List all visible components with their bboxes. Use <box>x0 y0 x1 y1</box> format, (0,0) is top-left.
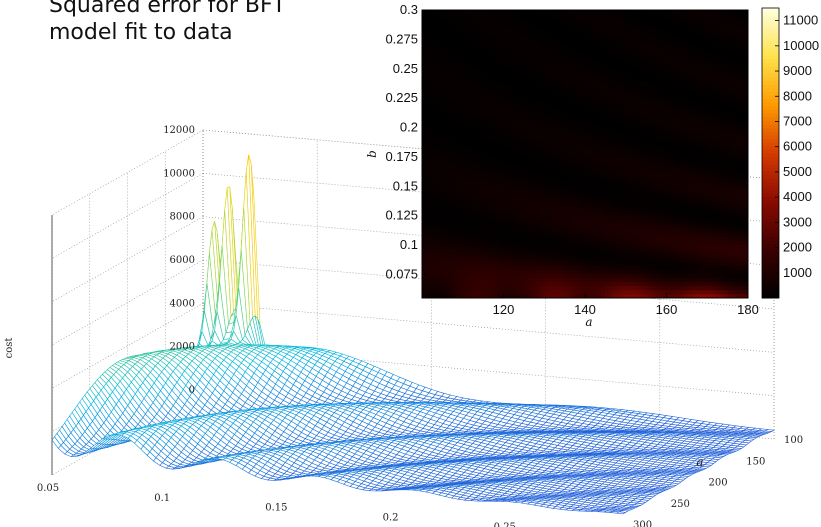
surface-mesh <box>51 154 775 515</box>
grid-line <box>202 346 775 396</box>
grid-line <box>51 173 204 259</box>
title-line-2: model fit to data <box>49 20 233 45</box>
grid-line <box>51 303 204 389</box>
grid-line <box>51 216 204 302</box>
grid-line <box>51 389 204 476</box>
title-line-1: Squared error for BFT <box>49 0 286 18</box>
grid-line <box>202 303 775 353</box>
chart-title: Squared error for BFT model fit to data <box>49 0 286 46</box>
grid-line <box>51 129 204 216</box>
grid-line <box>51 259 204 346</box>
grid-line <box>202 259 775 310</box>
